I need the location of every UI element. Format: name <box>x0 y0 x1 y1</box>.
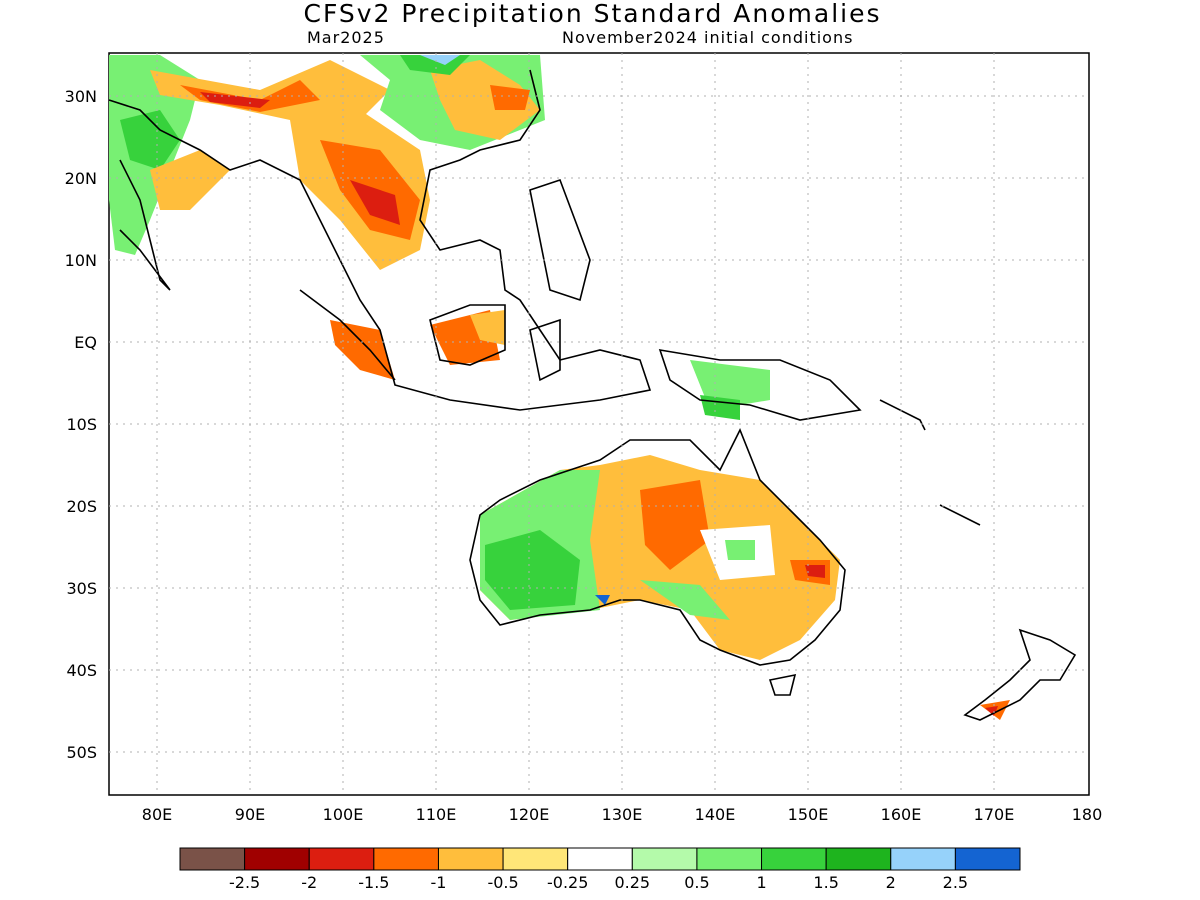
colorbar-label: 2.5 <box>943 873 968 892</box>
lon-label: 90E <box>235 805 265 824</box>
lon-label: 150E <box>788 805 829 824</box>
colorbar-label: 0.25 <box>614 873 650 892</box>
lon-label: 160E <box>881 805 922 824</box>
map-title: CFSv2 Precipitation Standard Anomalies <box>303 0 882 28</box>
lat-label: 20S <box>66 497 97 516</box>
colorbar-label: 2 <box>886 873 896 892</box>
lon-label: 130E <box>602 805 643 824</box>
colorbar-swatch <box>373 847 439 871</box>
colorbar-swatch <box>502 847 569 871</box>
lat-label: 10S <box>66 415 97 434</box>
colorbar-swatch <box>244 847 310 871</box>
colorbar-label: -2.5 <box>229 873 260 892</box>
lon-label: 80E <box>142 805 172 824</box>
colorbar-swatch <box>179 847 246 871</box>
colorbar-swatch <box>631 847 698 871</box>
lon-label: 140E <box>695 805 736 824</box>
initial-conditions: November2024 initial conditions <box>562 28 854 47</box>
lat-label: 10N <box>65 251 97 270</box>
colorbar-swatch <box>437 847 504 871</box>
lon-label: 100E <box>323 805 364 824</box>
grid <box>109 53 1089 795</box>
lat-axis: 30N 20N 10N EQ 10S 20S 30S 40S 50S <box>65 87 97 762</box>
colorbar-label: 1 <box>756 873 766 892</box>
colorbar-label: -1.5 <box>358 873 389 892</box>
colorbar-swatch <box>890 847 956 871</box>
colorbar-swatch <box>825 847 892 871</box>
colorbar: -2.5 -2 -1.5 -1 -0.5 -0.25 0.25 0.5 1 1.5 2 2.5 <box>179 847 1021 892</box>
colorbar-label: -0.25 <box>547 873 588 892</box>
lon-label: 110E <box>416 805 457 824</box>
lat-label: EQ <box>74 333 97 352</box>
lat-label: 30S <box>66 579 97 598</box>
lat-label: 30N <box>65 87 97 106</box>
colorbar-label: -2 <box>301 873 317 892</box>
lat-label: 20N <box>65 169 97 188</box>
colorbar-label: -0.5 <box>487 873 518 892</box>
colorbar-swatch <box>696 847 763 871</box>
colorbar-label: 1.5 <box>813 873 838 892</box>
colorbar-swatch <box>761 847 827 871</box>
colorbar-label: 0.5 <box>684 873 709 892</box>
colorbar-label: -1 <box>430 873 446 892</box>
colorbar-swatch <box>567 847 633 871</box>
lon-label: 170E <box>974 805 1015 824</box>
lon-label: 180 <box>1072 805 1103 824</box>
colorbar-swatch <box>308 847 375 871</box>
lat-label: 50S <box>66 743 97 762</box>
coastlines <box>108 69 1077 721</box>
lon-label: 120E <box>509 805 550 824</box>
colorbar-swatch <box>954 847 1021 871</box>
lon-axis: 80E 90E 100E 110E 120E 130E 140E 150E 16… <box>142 805 1103 824</box>
forecast-month: Mar2025 <box>307 28 385 47</box>
lat-label: 40S <box>66 661 97 680</box>
anomaly-field <box>109 55 1010 720</box>
